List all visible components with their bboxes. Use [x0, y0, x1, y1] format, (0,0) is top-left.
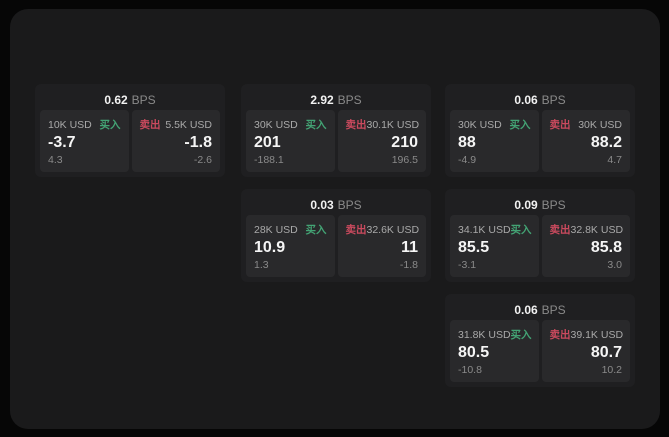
- sell-panel[interactable]: 卖出 39.1K USD 80.7 10.2: [541, 320, 630, 382]
- buy-amount: 34.1K USD: [458, 223, 511, 236]
- quote-card: 0.06 BPS 31.8K USD 买入 80.5 -10.8 卖出 39.1…: [445, 294, 635, 387]
- buy-price: -3.7: [48, 134, 76, 151]
- card-header: 0.62 BPS: [40, 89, 220, 110]
- sell-price: 80.7: [590, 344, 622, 361]
- buy-panel[interactable]: 28K USD 买入 10.9 1.3: [246, 215, 335, 277]
- quote-card: 0.09 BPS 34.1K USD 买入 85.5 -3.1 卖出 32.8K…: [445, 189, 635, 282]
- sell-delta: 3.0: [607, 259, 622, 271]
- sell-price: 210: [391, 134, 418, 151]
- buy-tag: 买入: [509, 119, 531, 131]
- sell-tag: 卖出: [345, 119, 367, 131]
- sell-delta: -1.8: [399, 259, 418, 271]
- sell-delta: 10.2: [601, 364, 622, 376]
- sell-delta: 196.5: [391, 154, 418, 166]
- buy-delta: 4.3: [48, 154, 63, 166]
- card-header: 0.03 BPS: [246, 194, 426, 215]
- buy-price: 10.9: [254, 239, 286, 256]
- buy-panel[interactable]: 10K USD 买入 -3.7 4.3: [40, 110, 129, 172]
- buy-tag: 买入: [510, 224, 532, 236]
- bps-value: 0.09: [514, 197, 538, 212]
- card-header: 0.06 BPS: [450, 89, 630, 110]
- sell-delta: 4.7: [607, 154, 622, 166]
- bps-unit: BPS: [541, 92, 566, 107]
- sell-price: 85.8: [590, 239, 622, 256]
- bps-value: 0.06: [514, 302, 538, 317]
- card-header: 0.09 BPS: [450, 194, 630, 215]
- buy-tag: 买入: [510, 329, 532, 341]
- bps-value: 0.06: [514, 92, 538, 107]
- buy-tag: 买入: [99, 119, 121, 131]
- sell-amount: 30.1K USD: [366, 118, 420, 131]
- sell-tag: 卖出: [345, 224, 367, 236]
- buy-delta: -4.9: [458, 154, 477, 166]
- buy-panel[interactable]: 31.8K USD 买入 80.5 -10.8: [450, 320, 539, 382]
- sell-tag: 卖出: [549, 119, 571, 131]
- buy-delta: 1.3: [254, 259, 269, 271]
- bps-value: 0.62: [104, 92, 128, 107]
- sell-panel[interactable]: 卖出 5.5K USD -1.8 -2.6: [131, 110, 220, 172]
- quote-card: 0.03 BPS 28K USD 买入 10.9 1.3 卖出 32.6K US…: [241, 189, 431, 282]
- quote-card: 0.06 BPS 30K USD 买入 88 -4.9 卖出 30K USD 8…: [445, 84, 635, 177]
- bps-value: 2.92: [310, 92, 334, 107]
- buy-amount: 30K USD: [458, 118, 502, 131]
- sell-amount: 30K USD: [578, 118, 622, 131]
- app-window: 0.62 BPS 10K USD 买入 -3.7 4.3 卖出 5.5K USD…: [10, 9, 660, 429]
- bps-unit: BPS: [541, 302, 566, 317]
- buy-panel[interactable]: 30K USD 买入 201 -188.1: [246, 110, 335, 172]
- bps-unit: BPS: [337, 197, 362, 212]
- sell-panel[interactable]: 卖出 32.8K USD 85.8 3.0: [541, 215, 630, 277]
- buy-amount: 28K USD: [254, 223, 298, 236]
- buy-amount: 10K USD: [48, 118, 92, 131]
- buy-delta: -188.1: [254, 154, 284, 166]
- sell-delta: -2.6: [193, 154, 212, 166]
- card-header: 0.06 BPS: [450, 299, 630, 320]
- buy-amount: 30K USD: [254, 118, 298, 131]
- bps-unit: BPS: [541, 197, 566, 212]
- sell-amount: 39.1K USD: [570, 328, 624, 341]
- sell-amount: 32.8K USD: [570, 223, 624, 236]
- quote-card: 2.92 BPS 30K USD 买入 201 -188.1 卖出 30.1K …: [241, 84, 431, 177]
- bps-unit: BPS: [131, 92, 156, 107]
- sell-tag: 卖出: [549, 329, 571, 341]
- buy-panel[interactable]: 34.1K USD 买入 85.5 -3.1: [450, 215, 539, 277]
- sell-tag: 卖出: [139, 119, 161, 131]
- sell-tag: 卖出: [549, 224, 571, 236]
- buy-price: 201: [254, 134, 281, 151]
- sell-panel[interactable]: 卖出 30.1K USD 210 196.5: [337, 110, 426, 172]
- quote-card: 0.62 BPS 10K USD 买入 -3.7 4.3 卖出 5.5K USD…: [35, 84, 225, 177]
- sell-amount: 32.6K USD: [366, 223, 420, 236]
- buy-tag: 买入: [305, 119, 327, 131]
- card-header: 2.92 BPS: [246, 89, 426, 110]
- buy-delta: -10.8: [458, 364, 482, 376]
- sell-panel[interactable]: 卖出 32.6K USD 11 -1.8: [337, 215, 426, 277]
- buy-price: 85.5: [458, 239, 490, 256]
- sell-price: -1.8: [184, 134, 212, 151]
- bps-unit: BPS: [337, 92, 362, 107]
- buy-delta: -3.1: [458, 259, 477, 271]
- buy-price: 88: [458, 134, 476, 151]
- buy-amount: 31.8K USD: [458, 328, 511, 341]
- sell-price: 88.2: [590, 134, 622, 151]
- sell-panel[interactable]: 卖出 30K USD 88.2 4.7: [541, 110, 630, 172]
- buy-panel[interactable]: 30K USD 买入 88 -4.9: [450, 110, 539, 172]
- buy-tag: 买入: [305, 224, 327, 236]
- sell-price: 11: [401, 239, 418, 256]
- buy-price: 80.5: [458, 344, 490, 361]
- bps-value: 0.03: [310, 197, 334, 212]
- sell-amount: 5.5K USD: [165, 118, 212, 131]
